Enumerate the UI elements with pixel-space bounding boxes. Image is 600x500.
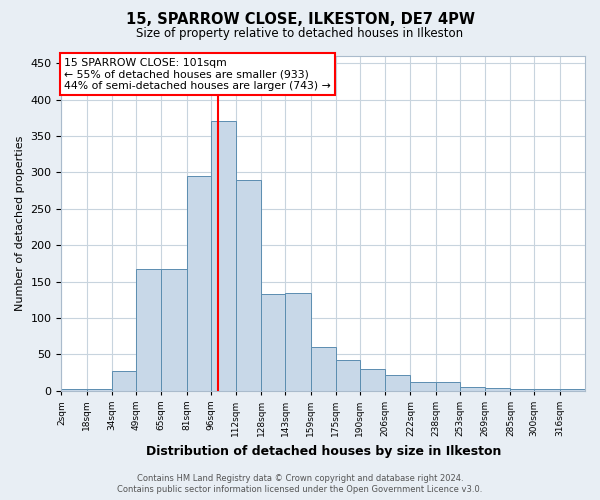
Bar: [187, 176, 211, 391]
Bar: [560, 390, 585, 391]
Text: 15, SPARROW CLOSE, ILKESTON, DE7 4PW: 15, SPARROW CLOSE, ILKESTON, DE7 4PW: [125, 12, 475, 28]
Bar: [511, 390, 534, 391]
Bar: [161, 268, 187, 391]
Bar: [112, 371, 136, 391]
Bar: [61, 390, 87, 391]
Bar: [436, 382, 460, 391]
Bar: [336, 360, 359, 391]
Bar: [311, 347, 336, 391]
Bar: [136, 268, 161, 391]
Text: Size of property relative to detached houses in Ilkeston: Size of property relative to detached ho…: [136, 28, 464, 40]
Bar: [87, 390, 112, 391]
Bar: [410, 382, 436, 391]
Bar: [359, 369, 385, 391]
Y-axis label: Number of detached properties: Number of detached properties: [15, 136, 25, 311]
Text: Contains HM Land Registry data © Crown copyright and database right 2024.
Contai: Contains HM Land Registry data © Crown c…: [118, 474, 482, 494]
X-axis label: Distribution of detached houses by size in Ilkeston: Distribution of detached houses by size …: [146, 444, 501, 458]
Bar: [534, 390, 560, 391]
Bar: [385, 375, 410, 391]
Bar: [262, 294, 285, 391]
Bar: [236, 180, 262, 391]
Bar: [485, 388, 511, 391]
Text: 15 SPARROW CLOSE: 101sqm
← 55% of detached houses are smaller (933)
44% of semi-: 15 SPARROW CLOSE: 101sqm ← 55% of detach…: [64, 58, 331, 91]
Bar: [211, 122, 236, 391]
Bar: [460, 387, 485, 391]
Bar: [285, 292, 311, 391]
